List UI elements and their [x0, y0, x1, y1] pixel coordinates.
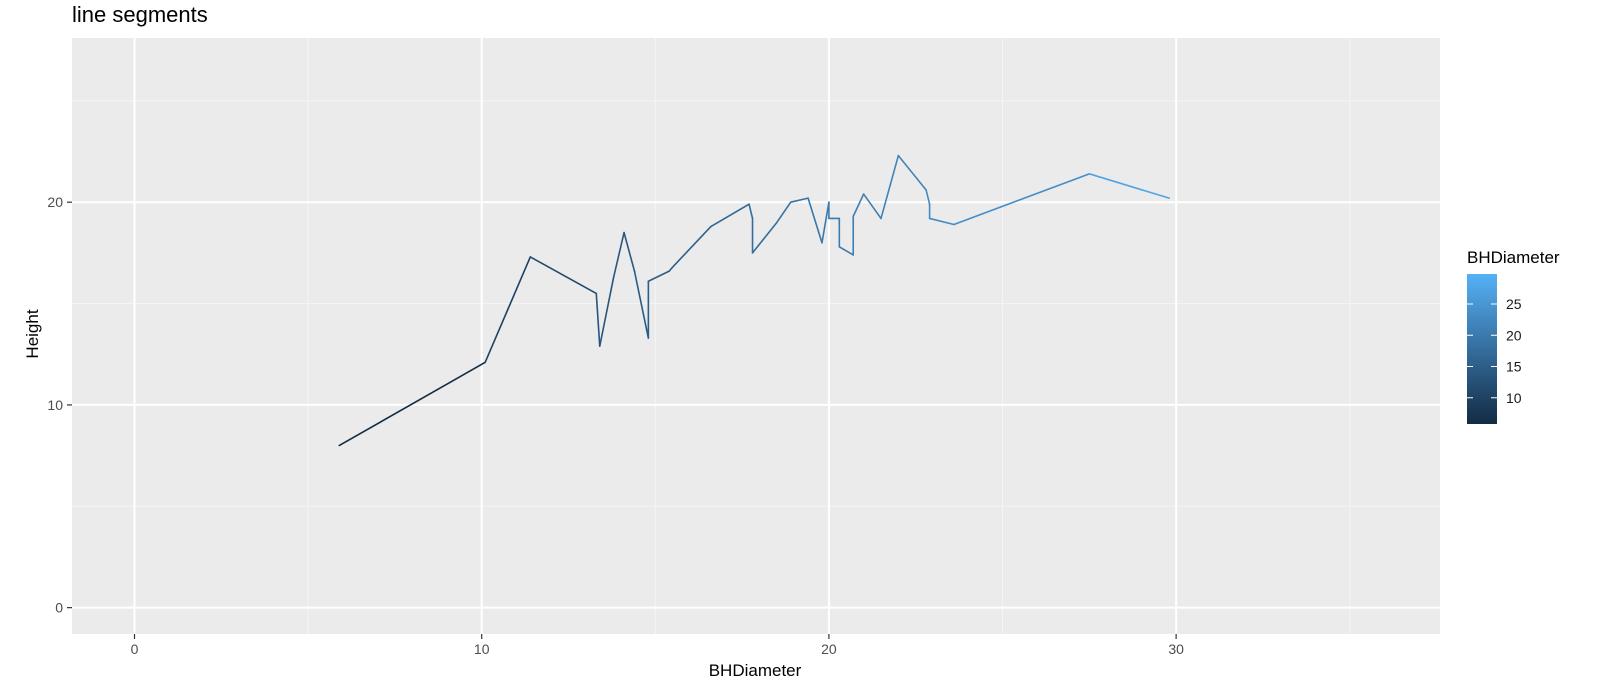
line-segment — [633, 270, 650, 339]
line-segment — [1088, 173, 1170, 199]
legend-tick-label: 10 — [1506, 390, 1522, 406]
line-segment — [789, 197, 809, 204]
line-segment — [821, 201, 830, 244]
x-tick-label: 30 — [1168, 641, 1184, 657]
y-tick-label: 0 — [55, 600, 63, 616]
line-segment — [623, 231, 636, 272]
x-tick-label: 20 — [821, 641, 837, 657]
legend-colorbar — [1467, 274, 1497, 424]
line-segment — [671, 225, 712, 268]
line-segment — [710, 203, 750, 228]
legend-tick-label: 15 — [1506, 359, 1522, 375]
line-segment — [852, 193, 865, 218]
data-line — [338, 154, 1170, 447]
major-gridlines — [72, 38, 1440, 634]
line-segment — [751, 221, 778, 254]
line-segment — [807, 197, 823, 244]
line-segment — [598, 276, 615, 347]
y-axis-title: Height — [23, 309, 42, 358]
minor-gridlines — [72, 38, 1440, 634]
x-tick-label: 10 — [474, 641, 490, 657]
line-segment — [529, 256, 598, 295]
y-tick-label: 10 — [47, 397, 63, 413]
chart-title: line segments — [72, 2, 208, 27]
line-segment — [897, 154, 927, 191]
line-segment — [862, 193, 882, 220]
line-segment — [612, 231, 625, 279]
line-segment — [880, 154, 900, 220]
line-segment — [953, 173, 1091, 226]
x-axis-title: BHDiameter — [709, 661, 802, 680]
x-tick-label: 0 — [131, 641, 139, 657]
y-axis: 0 10 20 — [47, 194, 72, 616]
x-axis: 0 10 20 30 — [131, 634, 1184, 657]
line-segment — [668, 266, 674, 272]
line-segment — [595, 292, 601, 347]
plot-panel — [72, 38, 1440, 634]
legend-ticks: 10 15 20 25 — [1467, 296, 1522, 406]
line-segment — [484, 256, 532, 364]
line-segment — [925, 189, 931, 206]
y-tick-label: 20 — [47, 194, 63, 210]
line-segment — [748, 203, 754, 220]
color-legend: BHDiameter 10 15 20 25 — [1467, 248, 1560, 424]
line-segment — [928, 217, 955, 226]
line-segment — [338, 361, 486, 447]
legend-tick-label: 25 — [1506, 296, 1522, 312]
legend-tick-label: 20 — [1506, 327, 1522, 343]
legend-title: BHDiameter — [1467, 248, 1560, 267]
line-segment — [776, 201, 792, 224]
line-segment — [647, 270, 670, 283]
line-segment — [838, 246, 855, 256]
